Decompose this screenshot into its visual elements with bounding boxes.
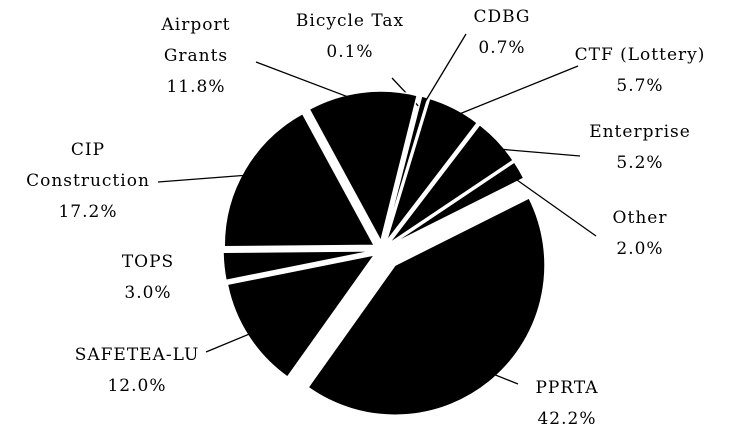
leader-line [509, 174, 597, 237]
pie-slice [387, 123, 515, 245]
slice-label: Bicycle Tax [295, 11, 405, 31]
leader-line [421, 33, 467, 108]
slice-percent: 3.0% [124, 283, 172, 303]
slice-label: CIP Construction [26, 140, 150, 191]
slice-percent: 42.2% [537, 409, 597, 429]
slice-label: Other [612, 208, 668, 228]
slice-percent: 0.1% [326, 42, 374, 62]
pie-slice [223, 112, 376, 248]
slice-percent: 11.8% [166, 77, 226, 97]
leader-line [205, 330, 258, 353]
slice-percent: 17.2% [58, 202, 118, 222]
leader-line [485, 370, 519, 385]
pie-slice [385, 97, 479, 243]
leader-line [255, 61, 364, 104]
slice-percent: 2.0% [616, 239, 664, 259]
slice-label: PPRTA [535, 378, 599, 398]
slice-label: TOPS [121, 252, 175, 272]
slice-label: Airport Grants [161, 15, 231, 66]
pie-slice [389, 160, 525, 247]
pie-slice [306, 196, 546, 416]
slice-label: SAFETEA-LU [74, 345, 200, 365]
slice-label: Enterprise [589, 122, 691, 142]
pie-slice [222, 250, 374, 282]
pie-slice [226, 253, 377, 379]
leader-line [157, 174, 255, 183]
slice-percent: 12.0% [107, 376, 167, 396]
slice-percent: 0.7% [478, 38, 526, 58]
pie-slice [308, 90, 419, 244]
slice-percent: 5.2% [616, 153, 664, 173]
slice-percent: 5.7% [616, 76, 664, 96]
slice-label: CDBG [473, 7, 531, 27]
leader-line [449, 65, 579, 119]
leader-line [490, 147, 581, 157]
slice-label: CTF (Lottery) [574, 45, 706, 65]
